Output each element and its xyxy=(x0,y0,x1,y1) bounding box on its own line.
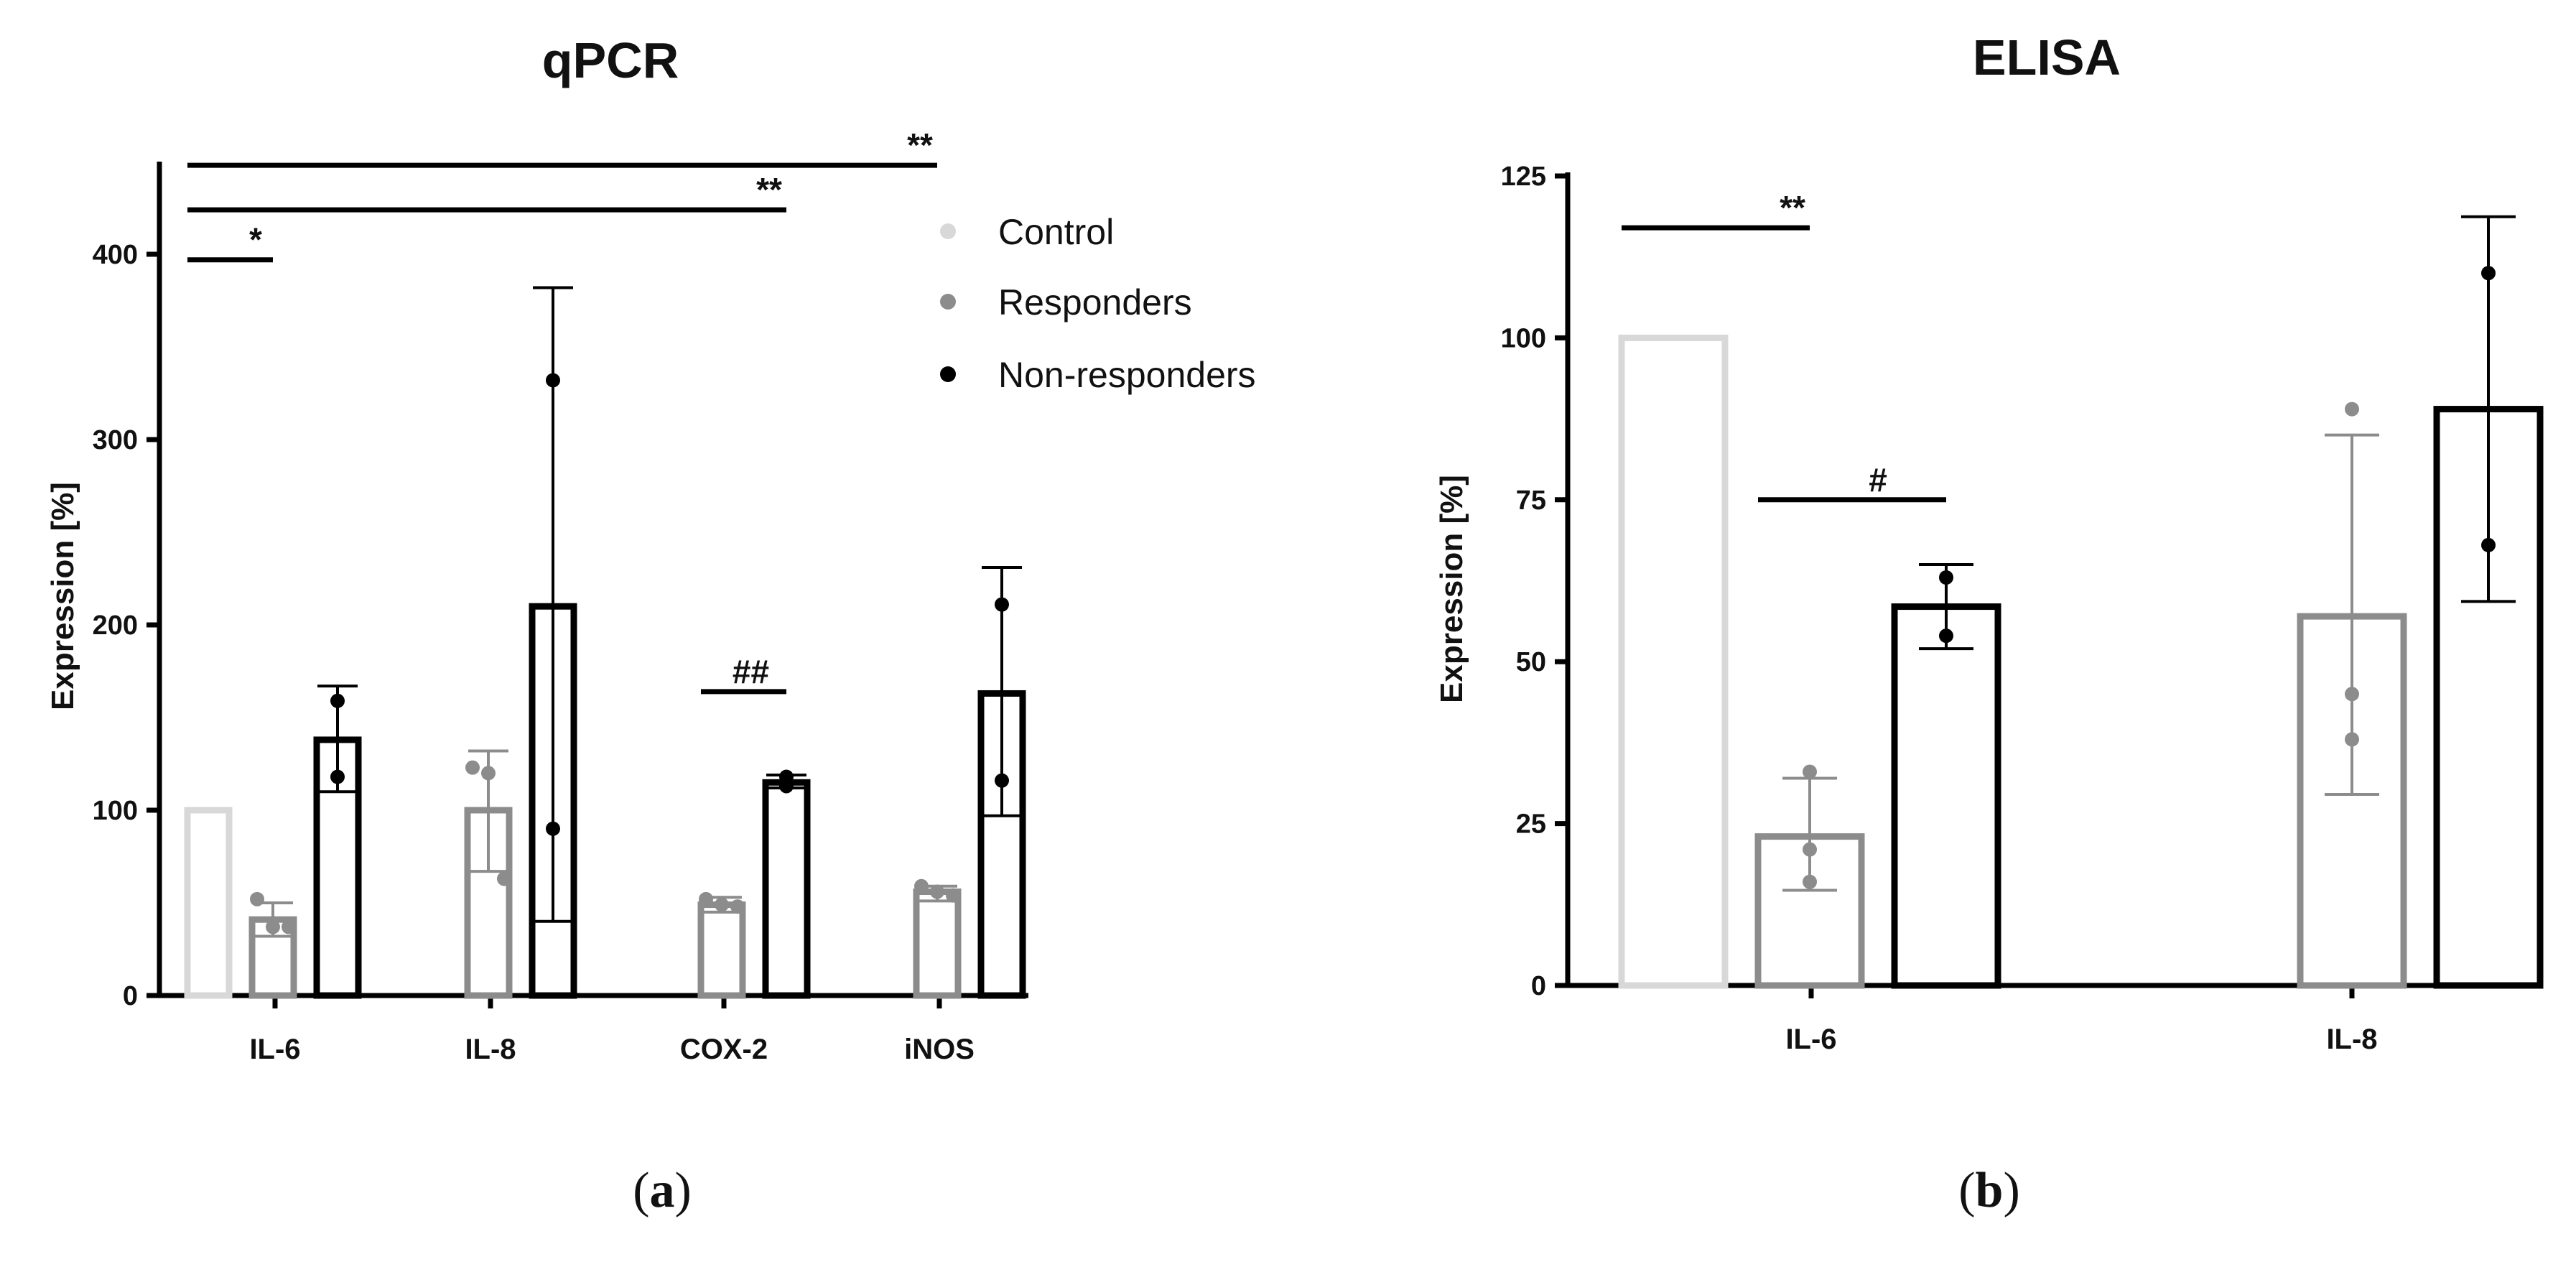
legend-marker-responders xyxy=(940,294,956,310)
data-point-non-responders xyxy=(330,693,345,708)
significance-label: * xyxy=(249,221,262,259)
data-point-responders xyxy=(1803,764,1817,779)
legend-label-responders: Responders xyxy=(998,282,1192,323)
significance-label: ** xyxy=(1780,189,1805,226)
data-point-non-responders xyxy=(1939,570,1953,585)
x-tick-label: IL-8 xyxy=(2326,1024,2377,1055)
y-tick-label: 200 xyxy=(93,611,138,641)
legend-label-nonresponders: Non-responders xyxy=(998,355,1256,395)
data-point-non-responders xyxy=(546,821,560,836)
data-point-responders xyxy=(497,871,511,886)
data-point-responders xyxy=(2345,687,2359,702)
data-point-responders xyxy=(946,888,960,903)
y-tick-label: 100 xyxy=(93,796,138,826)
data-point-responders xyxy=(1803,874,1817,889)
data-point-responders xyxy=(914,878,929,894)
x-tick-label: IL-8 xyxy=(465,1034,516,1065)
bar-non-responders-il-6 xyxy=(1891,603,2001,989)
panel-label-close: ) xyxy=(2003,1163,2019,1218)
data-point-responders xyxy=(730,899,745,914)
data-point-responders xyxy=(250,891,264,906)
bar-non-responders-cox-2 xyxy=(762,779,811,999)
y-tick-label: 125 xyxy=(1501,162,1546,192)
data-point-non-responders xyxy=(995,597,1009,612)
chart-title: ELISA xyxy=(1973,29,2121,85)
elisa-chart: ELISA Expression [%] (b) 0 25 50 75 100 125 IL… xyxy=(1434,29,2544,1218)
significance-label: ## xyxy=(733,653,769,690)
data-point-non-responders xyxy=(1939,628,1953,644)
data-point-responders xyxy=(699,891,713,906)
data-point-responders xyxy=(481,766,496,781)
panel-label-open: ( xyxy=(1958,1163,1975,1218)
panel-label-close: ) xyxy=(675,1163,692,1218)
data-point-responders xyxy=(715,897,729,912)
y-tick-label: 400 xyxy=(93,240,138,270)
panel-label-a: (a) xyxy=(633,1163,692,1218)
data-point-responders xyxy=(1803,842,1817,857)
y-tick-label: 0 xyxy=(123,981,138,1011)
data-point-responders xyxy=(2345,402,2359,417)
y-tick-label: 50 xyxy=(1516,647,1546,677)
panel-label-b: (b) xyxy=(1958,1163,2020,1218)
qpcr-chart: qPCR Expression [%] Control Responders N… xyxy=(45,32,1256,1218)
x-tick-label: COX-2 xyxy=(680,1034,768,1065)
y-tick-label: 25 xyxy=(1516,809,1546,840)
x-tick-label: iNOS xyxy=(904,1034,975,1065)
data-point-non-responders xyxy=(995,773,1009,788)
x-tick-label: IL-6 xyxy=(249,1034,300,1065)
significance-label: ** xyxy=(756,171,782,208)
data-point-responders xyxy=(465,760,480,775)
significance-label: # xyxy=(1869,461,1887,498)
y-tick-label: 100 xyxy=(1501,323,1546,353)
bar-control-il-6 xyxy=(184,807,233,999)
legend-label-control: Control xyxy=(998,212,1114,252)
y-tick-label: 300 xyxy=(93,425,138,455)
data-point-non-responders xyxy=(2481,266,2496,281)
panel-label-open: ( xyxy=(633,1163,649,1218)
significance-label: ** xyxy=(907,126,933,164)
data-point-non-responders xyxy=(779,779,794,794)
panel-label-letter: a xyxy=(650,1163,675,1218)
panel-label-letter: b xyxy=(1976,1163,2004,1218)
y-tick-label: 0 xyxy=(1531,971,1546,1001)
data-point-non-responders xyxy=(2481,537,2496,552)
legend-marker-nonresponders xyxy=(940,366,956,382)
y-axis-label: Expression [%] xyxy=(1434,475,1469,703)
data-point-responders xyxy=(930,884,944,899)
legend: Control Responders Non-responders xyxy=(940,212,1256,395)
data-point-non-responders xyxy=(546,373,560,388)
bar-responders-inos xyxy=(913,888,962,999)
data-point-responders xyxy=(266,919,280,934)
data-point-non-responders xyxy=(330,769,345,784)
data-point-responders xyxy=(2345,732,2359,747)
bar-responders-cox-2 xyxy=(697,901,746,999)
x-tick-label: IL-6 xyxy=(1785,1024,1836,1055)
chart-title: qPCR xyxy=(542,32,679,88)
y-tick-label: 75 xyxy=(1516,486,1546,516)
legend-marker-control xyxy=(940,223,956,239)
bar-control-il-6 xyxy=(1618,334,1729,989)
y-axis-label: Expression [%] xyxy=(45,482,80,710)
data-point-responders xyxy=(282,919,296,934)
